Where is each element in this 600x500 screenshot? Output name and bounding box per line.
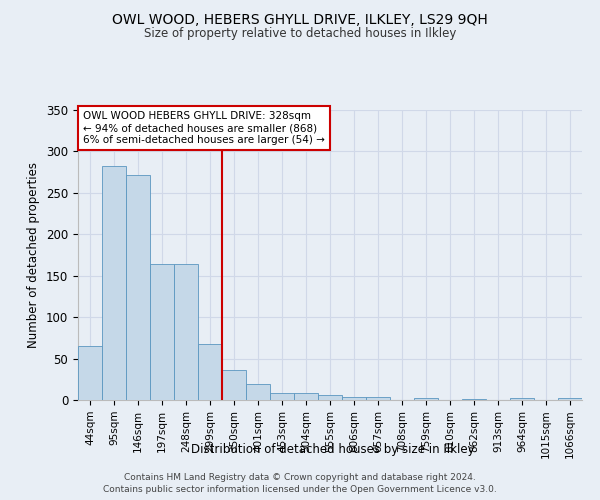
Bar <box>414 398 438 400</box>
Text: Contains public sector information licensed under the Open Government Licence v3: Contains public sector information licen… <box>103 485 497 494</box>
Bar <box>198 344 222 400</box>
Bar <box>102 166 126 400</box>
Bar <box>318 395 342 400</box>
Bar <box>174 264 198 400</box>
Bar <box>366 396 390 400</box>
Bar <box>150 264 174 400</box>
Bar <box>342 396 366 400</box>
Bar <box>558 398 582 400</box>
Bar <box>246 384 270 400</box>
Text: Contains HM Land Registry data © Crown copyright and database right 2024.: Contains HM Land Registry data © Crown c… <box>124 472 476 482</box>
Text: OWL WOOD, HEBERS GHYLL DRIVE, ILKLEY, LS29 9QH: OWL WOOD, HEBERS GHYLL DRIVE, ILKLEY, LS… <box>112 12 488 26</box>
Text: Distribution of detached houses by size in Ilkley: Distribution of detached houses by size … <box>191 442 475 456</box>
Text: Size of property relative to detached houses in Ilkley: Size of property relative to detached ho… <box>144 28 456 40</box>
Bar <box>294 392 318 400</box>
Bar <box>462 399 486 400</box>
Bar <box>222 370 246 400</box>
Bar <box>78 346 102 400</box>
Bar <box>126 174 150 400</box>
Bar <box>270 394 294 400</box>
Y-axis label: Number of detached properties: Number of detached properties <box>28 162 40 348</box>
Text: OWL WOOD HEBERS GHYLL DRIVE: 328sqm
← 94% of detached houses are smaller (868)
6: OWL WOOD HEBERS GHYLL DRIVE: 328sqm ← 94… <box>83 112 325 144</box>
Bar <box>510 398 534 400</box>
